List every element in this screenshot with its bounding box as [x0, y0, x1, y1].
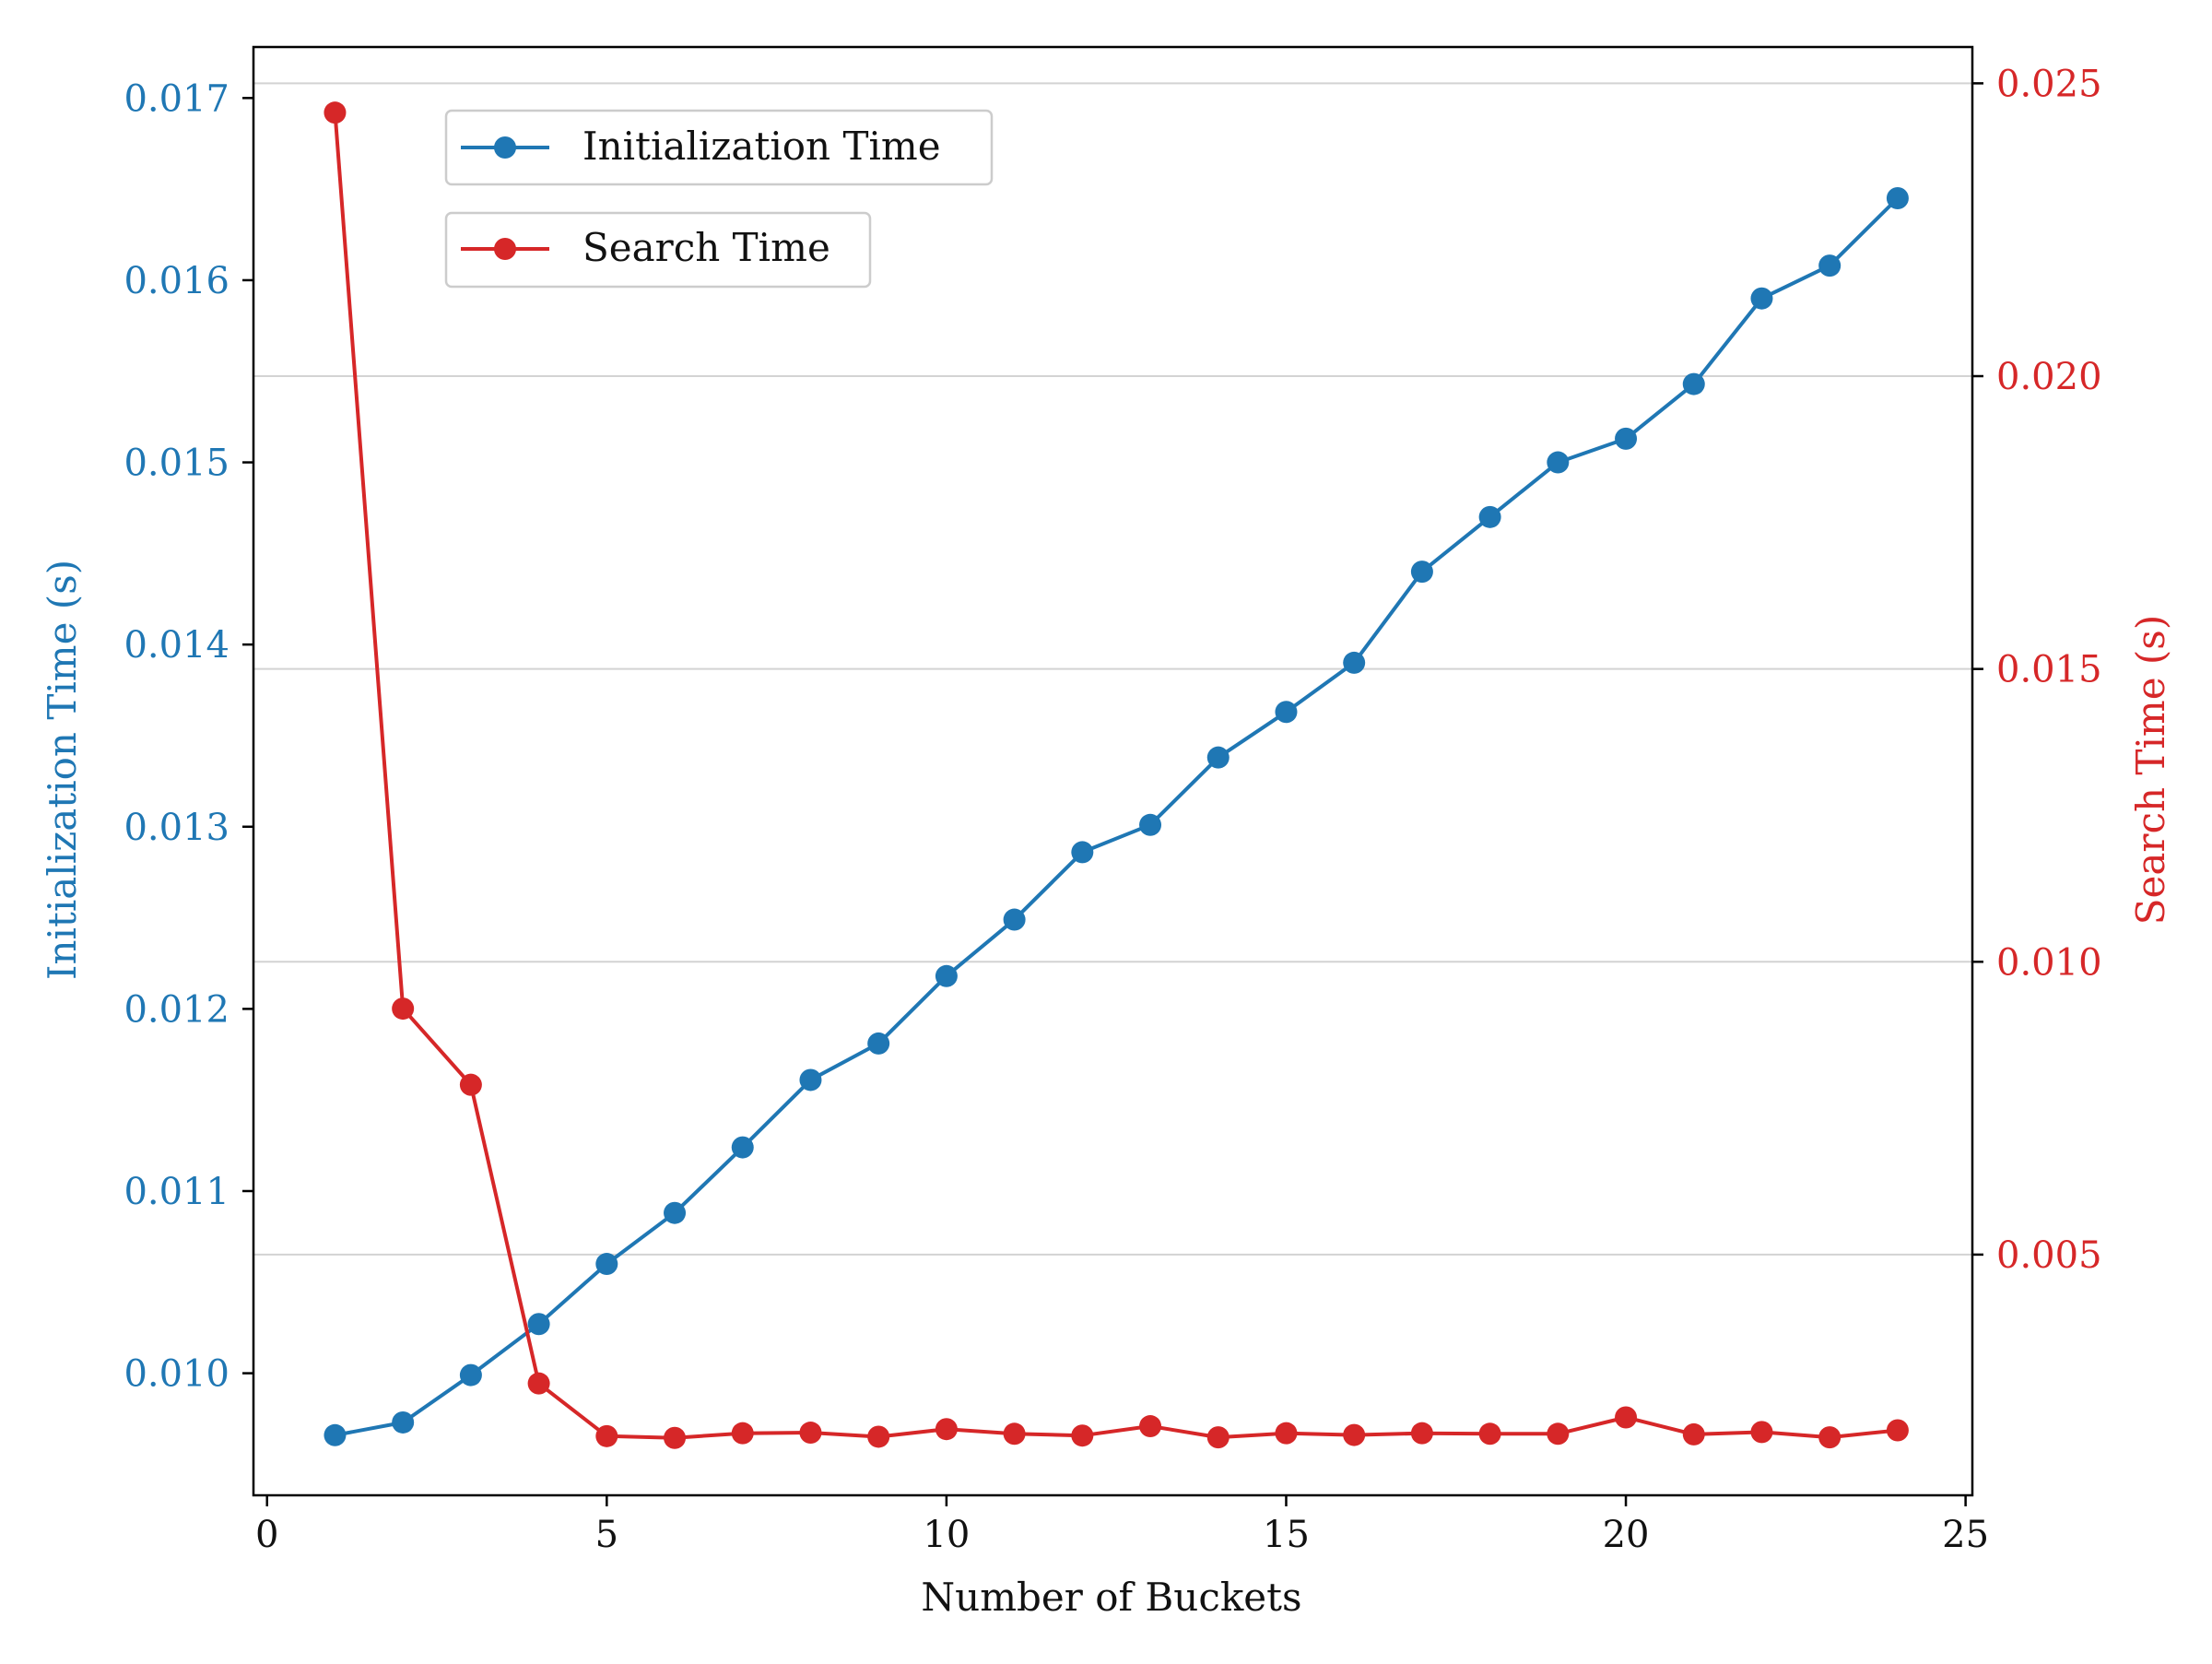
y-left-tick-label: 0.015 [124, 443, 229, 485]
init-time-point [595, 1253, 618, 1276]
search-time-point [1818, 1426, 1841, 1449]
init-time-point [1071, 841, 1094, 864]
legend-search: Search Time [444, 211, 872, 289]
init-time-line [335, 196, 1900, 1437]
init-time-point [731, 1136, 754, 1159]
x-tick-label: 10 [923, 1514, 970, 1556]
search-time-point [1478, 1422, 1501, 1446]
y-right-tick-label: 0.015 [1996, 649, 2102, 691]
search-time-point [867, 1425, 890, 1448]
search-time-point [324, 101, 347, 124]
init-time-point [867, 1032, 890, 1055]
init-time-point [1886, 187, 1909, 210]
search-time-point [459, 1073, 482, 1096]
search-time-point [731, 1422, 754, 1445]
y-left-tick-label: 0.011 [124, 1171, 229, 1213]
y-right-tick-label: 0.005 [1996, 1234, 2102, 1277]
search-time-point [935, 1418, 958, 1441]
init-time-point [799, 1068, 822, 1092]
x-tick-label: 20 [1603, 1514, 1650, 1556]
legend-init-marker [494, 136, 516, 159]
y-axis-title-right: Search Time (s) [2128, 615, 2173, 925]
init-time-point [1615, 427, 1638, 450]
search-time-point [664, 1426, 687, 1449]
init-time-point [1547, 451, 1570, 474]
plot-frame [252, 45, 1974, 1497]
y-left-tick-label: 0.012 [124, 988, 229, 1031]
search-time-point [1206, 1426, 1230, 1449]
x-tick-label: 15 [1263, 1514, 1310, 1556]
init-time-point [1275, 701, 1298, 724]
series-layer [324, 101, 1909, 1449]
search-time-point [527, 1372, 550, 1395]
search-time-point [392, 997, 415, 1021]
init-time-point [324, 1423, 347, 1446]
init-time-point [1682, 372, 1705, 395]
x-tick-label: 25 [1942, 1514, 1989, 1556]
ticks-layer: 0 5 10 15 20 25 0.010 0.011 0.012 0.013 0.014 0.015… [124, 63, 2101, 1556]
search-time-line [333, 112, 1899, 1440]
init-time-point [392, 1410, 415, 1434]
legend-search-marker [494, 238, 516, 260]
search-time-point [1547, 1422, 1570, 1446]
init-time-point [664, 1201, 687, 1224]
search-time-point [1750, 1421, 1773, 1444]
init-time-point [1478, 505, 1501, 528]
search-time-point [595, 1424, 618, 1447]
search-time-point [1615, 1406, 1638, 1429]
legend-search-label: Search Time [582, 225, 830, 270]
legend-search-frame [444, 211, 872, 289]
init-time-point [459, 1363, 482, 1387]
x-axis-title: Number of Buckets [921, 1575, 1301, 1620]
search-time-point [1410, 1422, 1433, 1445]
init-time-point [935, 964, 958, 987]
init-time-point [1343, 651, 1366, 674]
legend-init-frame [444, 109, 994, 186]
grid-layer [253, 82, 1972, 1256]
init-time-point [527, 1313, 550, 1336]
init-time-point [1003, 908, 1026, 931]
y-left-tick-label: 0.017 [124, 77, 229, 120]
y-right-tick-label: 0.020 [1996, 356, 2102, 398]
search-time-point [1071, 1424, 1094, 1447]
search-time-point [1139, 1415, 1162, 1438]
search-time-point [1003, 1422, 1026, 1446]
y-left-tick-label: 0.013 [124, 807, 229, 849]
legend-init: Initialization Time [444, 109, 994, 186]
y-left-tick-label: 0.010 [124, 1353, 229, 1396]
y-right-tick-label: 0.025 [1996, 63, 2102, 105]
search-time-point [1275, 1422, 1298, 1445]
y-left-tick-label: 0.016 [124, 260, 229, 302]
y-axis-title-left: Initialization Time (s) [40, 560, 85, 980]
init-time-point [1410, 561, 1433, 584]
init-time-point [1750, 287, 1773, 310]
legend-init-label: Initialization Time [582, 124, 941, 169]
axes-layer [252, 45, 1974, 1497]
init-time-point [1818, 254, 1841, 277]
y-right-tick-label: 0.010 [1996, 941, 2102, 984]
search-time-point [1682, 1422, 1705, 1446]
x-tick-label: 5 [595, 1514, 618, 1556]
x-tick-label: 0 [255, 1514, 278, 1556]
search-time-point [1343, 1423, 1366, 1446]
init-time-point [1206, 746, 1230, 769]
y-left-tick-label: 0.014 [124, 624, 229, 667]
search-time-point [799, 1422, 822, 1445]
init-time-point [1139, 813, 1162, 836]
search-time-point [1886, 1419, 1909, 1442]
